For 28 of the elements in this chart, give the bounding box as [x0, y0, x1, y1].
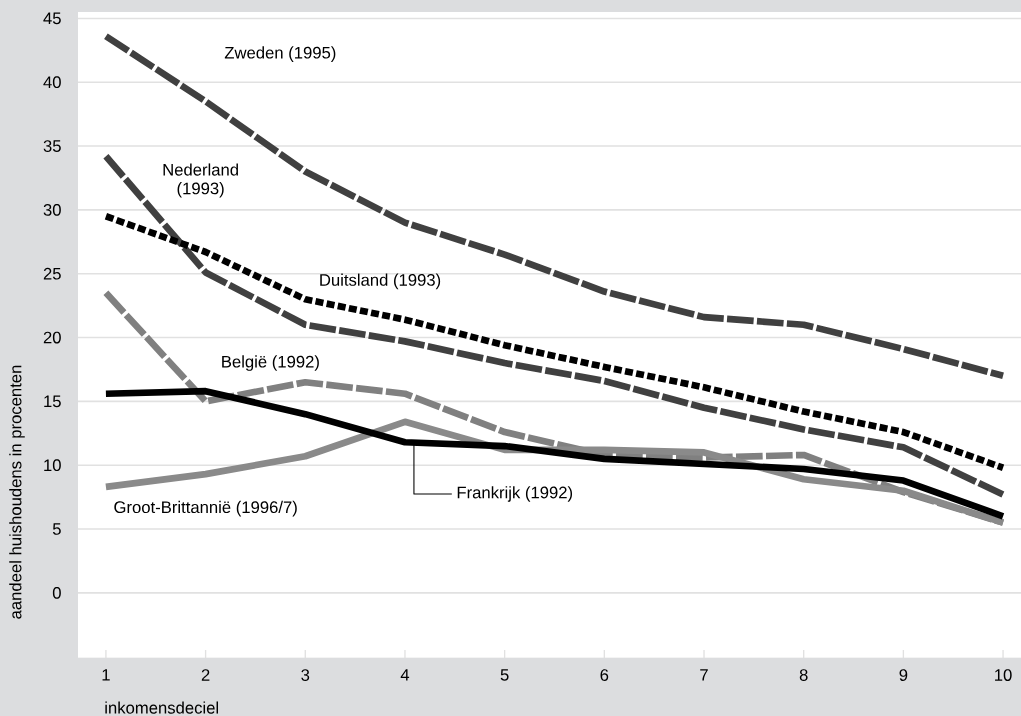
x-tick-label: 9 [899, 669, 908, 681]
series-label: Groot-Brittannië (1996/7) [114, 500, 297, 517]
series-label: Frankrijk (1992) [457, 486, 573, 502]
x-tick-label: 6 [600, 669, 609, 681]
y-axis-title: aandeel huishoudens in procenten [9, 365, 25, 619]
series-label: België (1992) [222, 355, 319, 371]
x-tick-label: 2 [201, 669, 210, 681]
y-tick-label: 45 [43, 12, 61, 25]
series-label: Nederland (1993) [163, 163, 238, 198]
y-tick-label: 0 [52, 586, 61, 599]
x-tick-label: 3 [301, 669, 310, 681]
x-tick-label: 4 [400, 669, 410, 681]
y-tick-label: 10 [44, 459, 61, 472]
x-tick-label: 10 [995, 669, 1012, 681]
y-tick-label: 5 [52, 523, 61, 535]
y-tick-label: 30 [43, 203, 61, 216]
y-tick-label: 25 [43, 267, 61, 280]
y-tick-label: 40 [43, 76, 61, 89]
x-tick-label: 7 [700, 669, 708, 681]
x-tick-label: 1 [102, 669, 110, 681]
y-tick-label: 20 [43, 331, 61, 344]
y-tick-label: 15 [44, 395, 61, 408]
y-tick-label: 35 [43, 140, 61, 152]
x-tick-label: 5 [500, 669, 509, 681]
x-tick-label: 8 [799, 669, 808, 681]
series-label: Duitsland (1993) [320, 273, 441, 290]
text: Zweden (1995) [224, 46, 336, 62]
x-axis-title: inkomensdeciel [105, 701, 219, 714]
